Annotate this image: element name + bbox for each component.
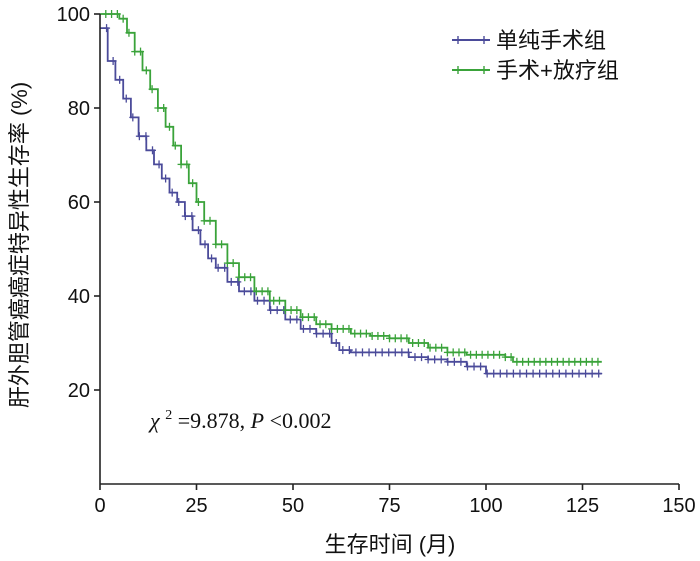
annotation-chi: χ	[148, 408, 161, 433]
y-tick-label: 80	[68, 98, 90, 120]
y-tick-label: 60	[68, 192, 90, 214]
series-layer	[100, 10, 603, 378]
annotation-p: P	[250, 408, 264, 433]
legend-label: 手术+放疗组	[496, 58, 619, 83]
x-tick-label: 75	[378, 495, 400, 517]
y-axis-title: 肝外胆管癌癌症特异性生存率 (%)	[7, 82, 32, 408]
y-tick-label: 40	[68, 286, 90, 308]
y-tick-label: 20	[68, 380, 90, 402]
annotation-tail: <0.002	[270, 408, 332, 433]
legend-item-2: 手术+放疗组	[452, 58, 619, 83]
x-axis-title: 生存时间 (月)	[325, 532, 456, 557]
x-tick-label: 25	[185, 495, 207, 517]
x-ticks: 0 25 50 75 100 125 150	[94, 484, 696, 517]
censor-marks-1	[103, 24, 603, 378]
censor-marks-2	[102, 10, 602, 366]
x-tick-label: 125	[566, 495, 599, 517]
annotation-sup: 2	[165, 408, 172, 423]
y-ticks: 20 40 60 80 100	[57, 4, 100, 402]
x-tick-label: 50	[282, 495, 304, 517]
x-tick-label: 100	[469, 495, 502, 517]
annotation-rest: =9.878,	[178, 408, 251, 433]
legend-item-1: 单纯手术组	[452, 28, 606, 53]
legend-label: 单纯手术组	[496, 28, 606, 53]
x-tick-label: 0	[94, 495, 105, 517]
y-tick-label: 100	[57, 4, 90, 26]
chi-square-annotation: χ 2 =9.878, P <0.002	[148, 399, 331, 433]
x-tick-label: 150	[662, 495, 695, 517]
